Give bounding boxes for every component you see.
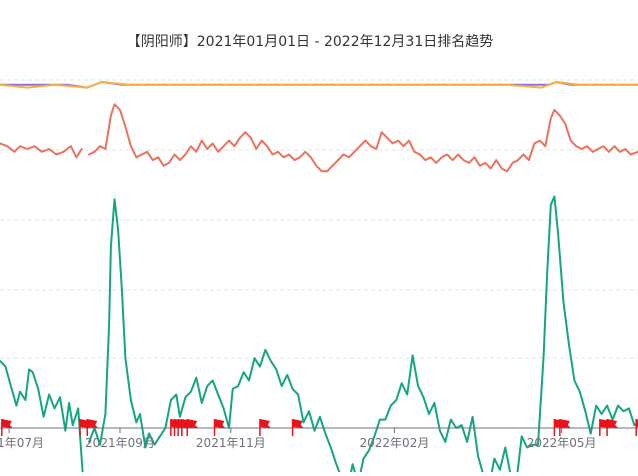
series-lines: [0, 82, 638, 472]
series-green-line-1: [0, 361, 84, 472]
grid-lines: [0, 80, 638, 358]
series-red-line-1: [0, 143, 82, 157]
x-tick-label: 2022年02月: [360, 436, 430, 450]
x-tick-label: 2021年07月: [0, 436, 44, 450]
chart-title: 【阴阳师】2021年01月01日 - 2022年12月31日排名趋势: [127, 34, 493, 50]
x-tick-label: 2021年11月: [196, 436, 266, 450]
x-tick-label: 2021年09月: [85, 436, 155, 450]
series-red-line-2: [89, 104, 638, 171]
x-tick-label: 2022年05月: [527, 436, 597, 450]
